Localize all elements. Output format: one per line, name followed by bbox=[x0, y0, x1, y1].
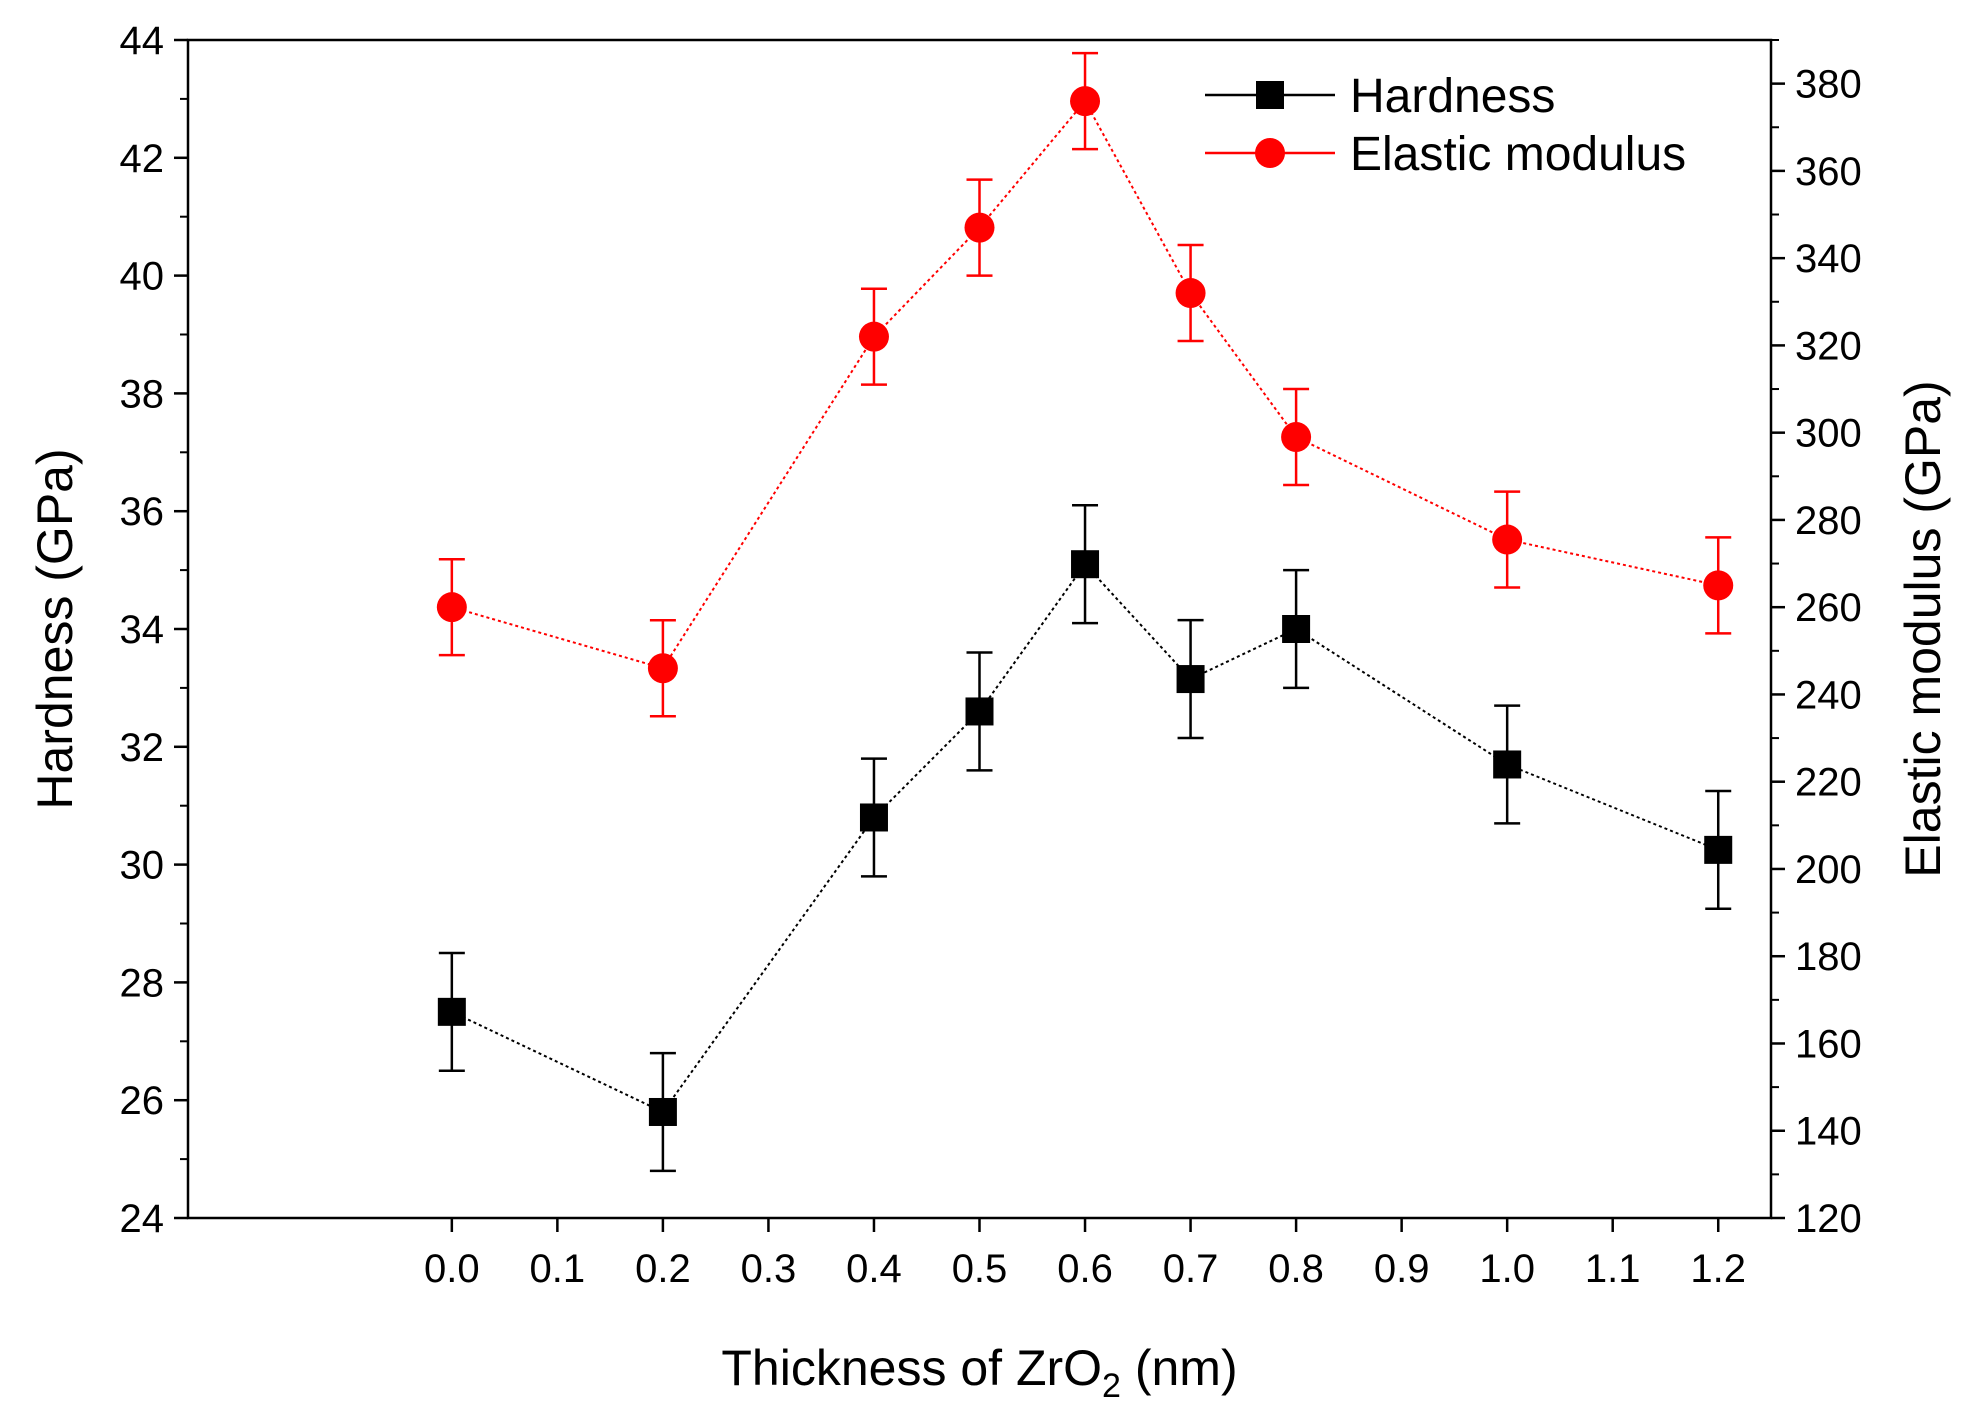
y-left-tick-label: 44 bbox=[120, 19, 165, 63]
x-tick-label: 0.6 bbox=[1057, 1247, 1113, 1291]
x-tick-label: 0.4 bbox=[846, 1247, 902, 1291]
x-axis-title-main: Thickness of ZrO bbox=[721, 1340, 1102, 1396]
y-left-tick-label: 40 bbox=[120, 255, 165, 299]
data-point bbox=[648, 1097, 677, 1126]
y-left-tick-label: 36 bbox=[120, 490, 165, 534]
y-left-tick-label: 28 bbox=[120, 961, 165, 1005]
x-tick-label: 1.0 bbox=[1479, 1247, 1535, 1291]
series-layer bbox=[436, 51, 1734, 1173]
x-tick-label: 0.3 bbox=[741, 1247, 797, 1291]
y-right-tick-label: 360 bbox=[1795, 150, 1862, 194]
data-point bbox=[965, 697, 994, 726]
series-elastic-modulus bbox=[436, 51, 1734, 718]
data-point bbox=[647, 653, 678, 684]
x-tick-label: 0.2 bbox=[635, 1247, 691, 1291]
y-right-axis-title: Elastic modulus (GPa) bbox=[1895, 380, 1951, 877]
data-point bbox=[437, 997, 466, 1026]
y-right-tick-label: 320 bbox=[1795, 324, 1862, 368]
y-right-tick-label: 260 bbox=[1795, 586, 1862, 630]
y-right-tick-label: 120 bbox=[1795, 1197, 1862, 1241]
x-axis-title-suffix: (nm) bbox=[1121, 1340, 1238, 1396]
data-point bbox=[1176, 665, 1205, 694]
y-left-tick-label: 26 bbox=[120, 1079, 165, 1123]
x-tick-label: 0.1 bbox=[530, 1247, 586, 1291]
y-left-axis-title: Hardness (GPa) bbox=[27, 448, 83, 809]
y-right-tick-label: 200 bbox=[1795, 848, 1862, 892]
legend-marker bbox=[1255, 138, 1285, 168]
y-left-tick-label: 30 bbox=[120, 844, 165, 888]
data-point bbox=[1492, 524, 1523, 555]
legend-label: Hardness bbox=[1350, 70, 1555, 123]
data-point bbox=[436, 592, 467, 623]
x-tick-label: 0.0 bbox=[424, 1247, 480, 1291]
data-point bbox=[1704, 835, 1733, 864]
y-right-axis-ticks: 120 140 160 180 200 220 240 260 280 300 320 340 360 3… bbox=[1771, 39, 1862, 1241]
data-point bbox=[858, 321, 889, 352]
x-axis-title-subscript: 2 bbox=[1102, 1367, 1121, 1405]
y-right-tick-label: 180 bbox=[1795, 935, 1862, 979]
y-right-tick-label: 240 bbox=[1795, 673, 1862, 717]
y-left-tick-label: 42 bbox=[120, 137, 165, 181]
y-right-tick-label: 380 bbox=[1795, 63, 1862, 107]
data-point bbox=[859, 803, 888, 832]
x-axis-ticks: 0.0 0.1 0.2 0.3 0.4 0.5 0.6 0.7 0.8 0.9 1.0 1.1 1.2 bbox=[424, 1218, 1746, 1291]
y-left-tick-label: 34 bbox=[120, 608, 165, 652]
series-hardness bbox=[437, 504, 1733, 1173]
y-right-tick-label: 300 bbox=[1795, 412, 1862, 456]
x-tick-label: 0.5 bbox=[952, 1247, 1008, 1291]
x-tick-label: 1.2 bbox=[1690, 1247, 1746, 1291]
data-point bbox=[1071, 550, 1100, 579]
x-tick-label: 0.9 bbox=[1374, 1247, 1430, 1291]
y-left-tick-label: 32 bbox=[120, 726, 165, 770]
data-point bbox=[1175, 278, 1206, 309]
legend-marker bbox=[1256, 81, 1284, 109]
legend-label: Elastic modulus bbox=[1350, 128, 1686, 181]
y-right-tick-label: 140 bbox=[1795, 1110, 1862, 1154]
y-right-tick-label: 220 bbox=[1795, 761, 1862, 805]
data-point bbox=[1493, 750, 1522, 779]
x-tick-label: 1.1 bbox=[1585, 1247, 1641, 1291]
data-point bbox=[1281, 422, 1312, 453]
series-line bbox=[451, 99, 1719, 670]
y-right-tick-label: 340 bbox=[1795, 237, 1862, 281]
y-left-tick-label: 24 bbox=[120, 1197, 165, 1241]
x-axis-title: Thickness of ZrO2 (nm) bbox=[721, 1340, 1237, 1405]
y-left-tick-label: 38 bbox=[120, 372, 165, 416]
data-point bbox=[964, 212, 995, 243]
x-tick-label: 0.7 bbox=[1163, 1247, 1219, 1291]
y-left-axis-ticks: 24 26 28 30 32 34 36 38 40 42 44 bbox=[120, 19, 188, 1241]
y-right-tick-label: 160 bbox=[1795, 1022, 1862, 1066]
data-point bbox=[1070, 86, 1101, 117]
x-tick-label: 0.8 bbox=[1268, 1247, 1324, 1291]
y-right-tick-label: 280 bbox=[1795, 499, 1862, 543]
data-point bbox=[1282, 615, 1311, 643]
data-point bbox=[1703, 570, 1734, 601]
